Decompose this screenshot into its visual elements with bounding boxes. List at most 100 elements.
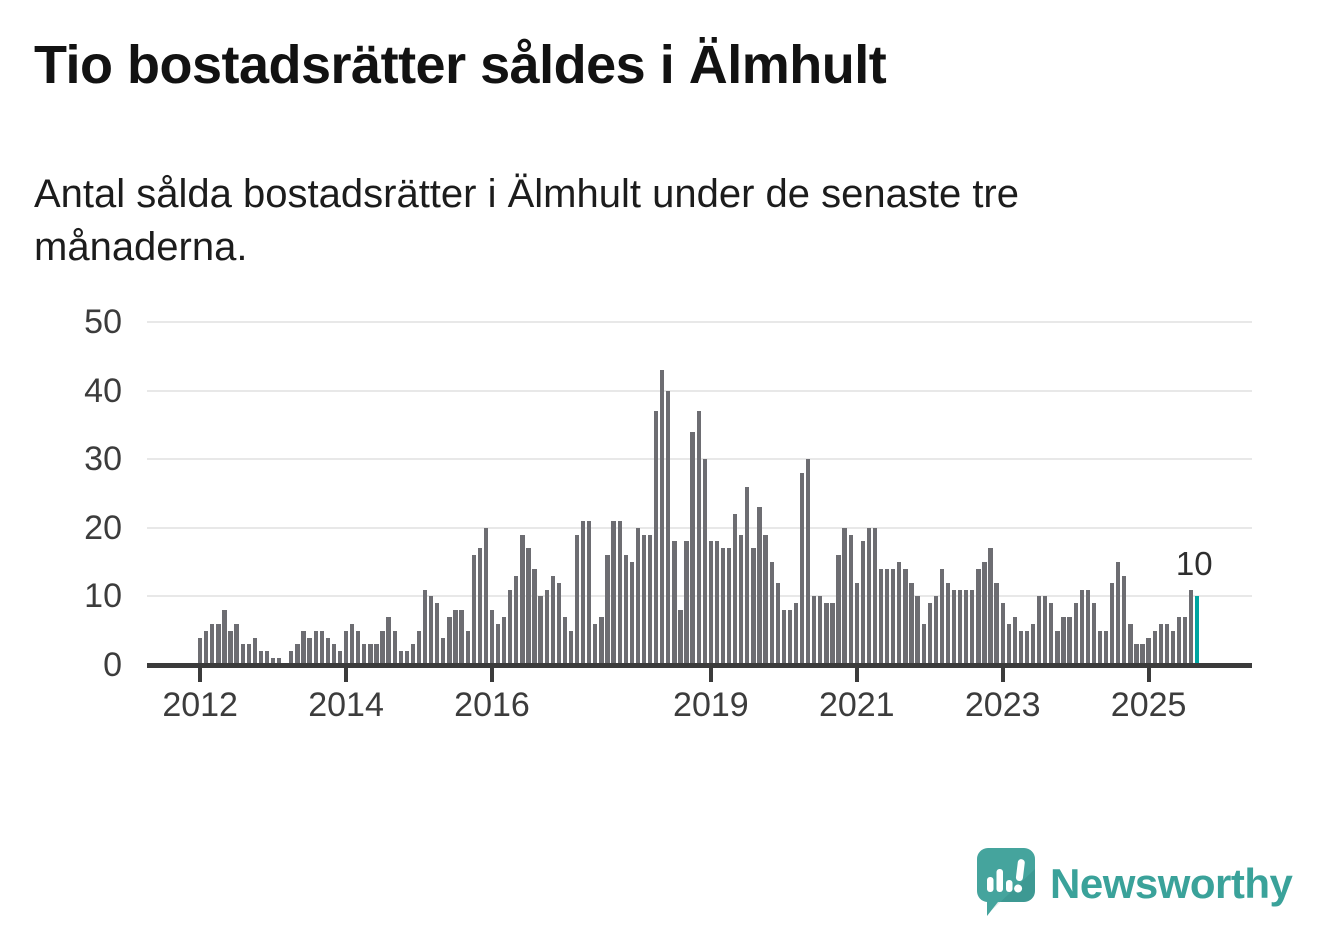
bar — [982, 562, 987, 665]
bar — [708, 541, 714, 665]
bar — [818, 596, 823, 665]
bar — [374, 644, 379, 665]
bar — [945, 582, 951, 665]
newsworthy-wordmark: Newsworthy — [1050, 860, 1293, 907]
bar — [787, 610, 793, 665]
bar — [757, 507, 762, 665]
bar — [380, 630, 385, 665]
bar — [404, 651, 410, 665]
bar — [1006, 623, 1011, 665]
bar — [958, 589, 963, 665]
bar — [988, 548, 993, 665]
bar — [574, 534, 580, 665]
bar — [793, 603, 799, 665]
bar — [629, 562, 634, 665]
bar — [854, 582, 859, 665]
bar — [885, 568, 890, 665]
bar — [739, 534, 744, 665]
bar — [927, 603, 932, 665]
x-axis-tick — [708, 667, 713, 682]
bar — [520, 534, 525, 665]
bar — [726, 548, 732, 665]
bar — [666, 390, 671, 665]
gridline-40 — [147, 389, 1252, 392]
bar — [878, 568, 884, 665]
x-axis-tick — [854, 667, 859, 682]
bar — [866, 527, 872, 665]
bar — [313, 630, 318, 665]
gridline-50 — [147, 320, 1252, 323]
bar — [568, 630, 574, 665]
bar — [1012, 616, 1018, 665]
bar — [1091, 603, 1097, 665]
bar — [1134, 644, 1139, 665]
y-axis-tick-label: 20 — [84, 508, 122, 547]
chart-title: Tio bostadsrätter såldes i Älmhult — [34, 35, 887, 95]
bar — [599, 616, 604, 665]
bar — [830, 603, 835, 665]
chart-subtitle: Antal sålda bostadsrätter i Älmhult unde… — [34, 172, 1019, 269]
bar — [319, 630, 324, 665]
bar — [343, 630, 349, 665]
bar — [1037, 596, 1042, 665]
bar — [350, 623, 355, 665]
bar — [240, 644, 245, 665]
bar — [684, 541, 689, 665]
bar — [562, 616, 568, 665]
bar — [641, 534, 647, 665]
bar — [933, 596, 938, 665]
x-axis-tick — [1000, 667, 1005, 682]
bar — [1043, 596, 1048, 665]
bar — [976, 568, 981, 665]
bar — [1085, 589, 1090, 665]
bar — [453, 610, 458, 665]
bar — [447, 616, 452, 665]
bar — [647, 534, 653, 665]
bar — [495, 623, 501, 665]
newsworthy-logo-icon — [976, 848, 1035, 916]
bar — [307, 637, 312, 665]
bar — [289, 651, 294, 665]
bar — [228, 630, 233, 665]
x-axis-tick-label: 2023 — [964, 686, 1041, 724]
bar — [824, 603, 829, 665]
bar — [1024, 630, 1030, 665]
x-axis-tick-label: 2021 — [818, 686, 895, 724]
x-axis-tick — [344, 667, 349, 682]
bar — [1170, 630, 1176, 665]
bar — [337, 651, 343, 665]
bar — [1049, 603, 1054, 665]
bar — [799, 472, 805, 665]
bar — [264, 651, 270, 665]
bar — [915, 596, 920, 665]
bar — [477, 548, 482, 665]
x-axis-tick — [198, 667, 203, 682]
bar — [465, 630, 470, 665]
bar — [1079, 589, 1084, 665]
bar — [672, 541, 677, 665]
bar — [234, 623, 239, 665]
bar — [1000, 603, 1005, 665]
bar — [198, 637, 203, 665]
x-axis-tick-label: 2025 — [1110, 686, 1187, 724]
bar — [714, 541, 720, 665]
bar — [429, 596, 434, 665]
bar — [502, 616, 507, 665]
bar — [550, 575, 555, 665]
bar — [842, 527, 847, 665]
bar — [1030, 623, 1036, 665]
bar — [222, 610, 227, 665]
bar — [483, 527, 489, 665]
bar — [1152, 630, 1157, 665]
bar — [806, 459, 811, 665]
bar — [386, 616, 391, 665]
bar — [690, 431, 695, 665]
bar — [921, 623, 926, 665]
bar — [872, 527, 878, 665]
bar — [836, 555, 841, 665]
bar — [422, 589, 428, 665]
bar — [392, 630, 397, 665]
bar — [994, 582, 999, 665]
